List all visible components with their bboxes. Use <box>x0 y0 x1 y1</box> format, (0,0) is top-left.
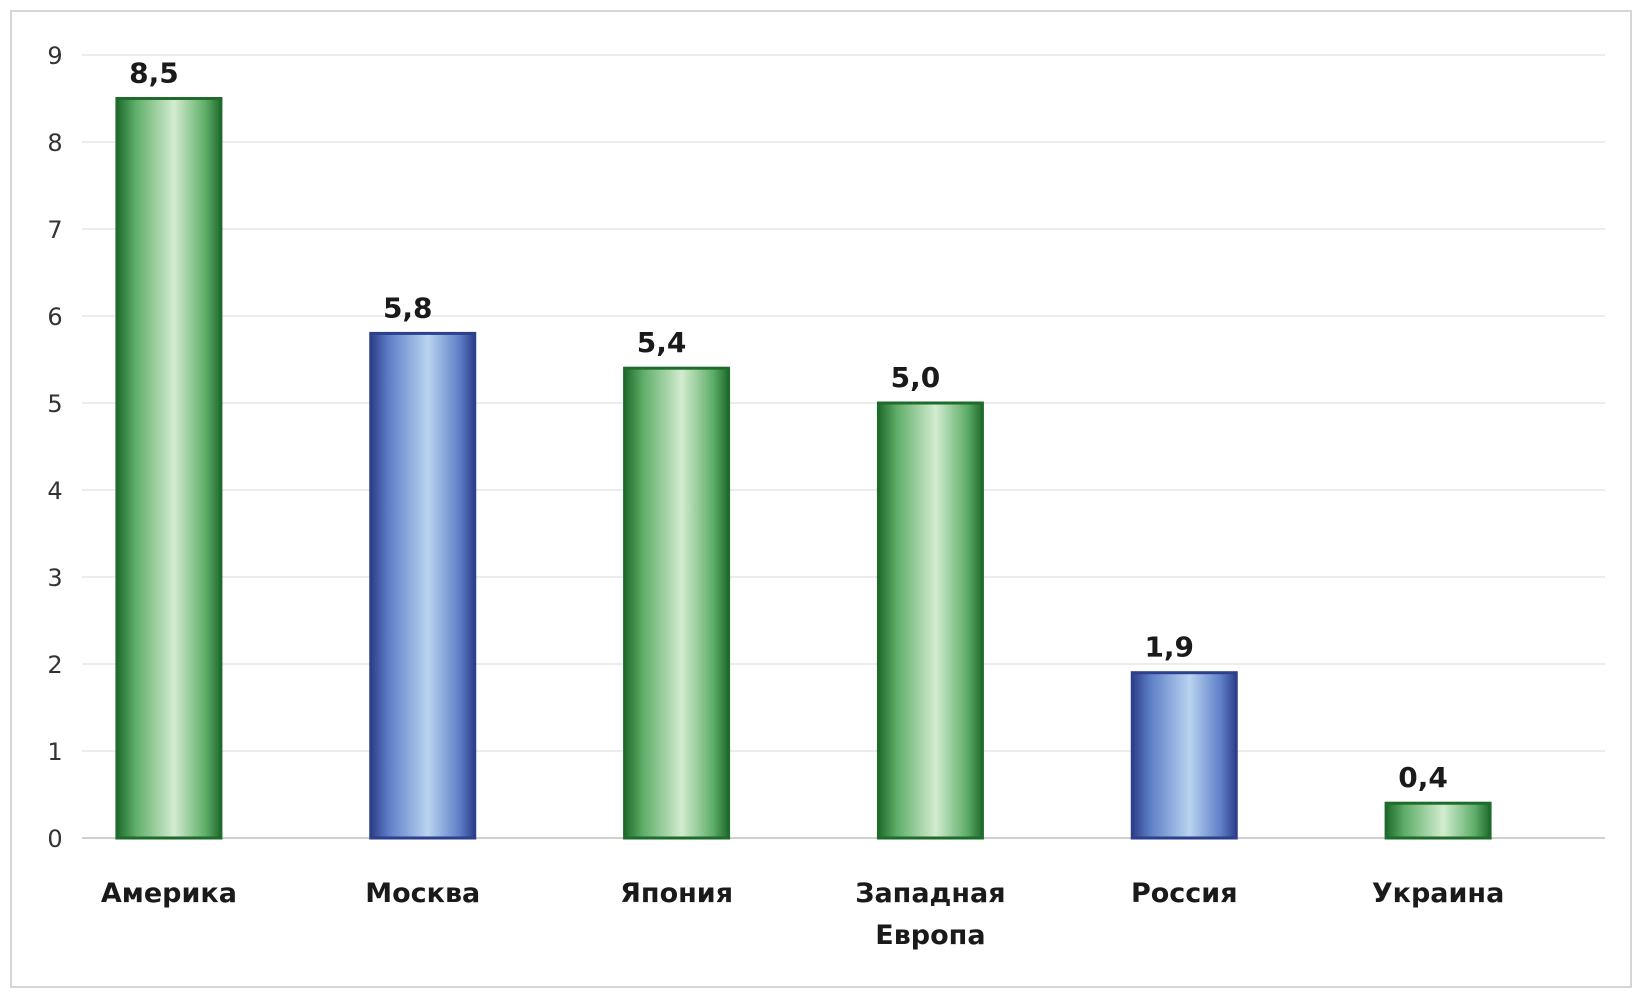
y-tick-label: 8 <box>47 129 62 157</box>
grid-layer: 0 1 2 3 4 5 6 7 8 9 <box>47 42 1605 853</box>
y-tick-label: 9 <box>47 42 62 70</box>
y-tick-label: 2 <box>47 651 62 679</box>
bar-5 <box>1384 801 1492 840</box>
data-label: 8,5 <box>129 57 179 90</box>
x-tick-label: Европа <box>875 920 985 951</box>
x-tick-label: Украина <box>1372 878 1504 909</box>
y-tick-label: 6 <box>47 303 62 331</box>
bar-layer <box>115 97 1492 840</box>
data-label: 5,8 <box>383 291 433 324</box>
x-tick-label: Япония <box>620 878 733 909</box>
label-layer: 8,5 Америка 5,8 Москва 5,4 Япония 5,0 Западная Е… <box>101 57 1504 952</box>
x-tick-label: Москва <box>365 878 480 909</box>
bar-4 <box>1130 671 1238 840</box>
bar-1 <box>369 331 477 840</box>
chart-frame <box>10 10 1632 988</box>
y-tick-label: 1 <box>47 738 62 766</box>
data-label: 1,9 <box>1144 631 1194 664</box>
bar-0 <box>115 97 223 840</box>
y-tick-label: 5 <box>47 390 62 418</box>
bar-2 <box>623 366 731 840</box>
x-tick-label: Америка <box>101 878 237 909</box>
y-tick-label: 7 <box>47 216 62 244</box>
data-label: 5,4 <box>637 326 687 359</box>
bar-3 <box>876 401 984 840</box>
x-tick-label: Западная <box>855 878 1005 909</box>
data-label: 5,0 <box>891 361 941 394</box>
y-tick-label: 0 <box>47 825 62 853</box>
data-label: 0,4 <box>1398 761 1448 794</box>
y-tick-label: 4 <box>47 477 62 505</box>
y-tick-label: 3 <box>47 564 62 592</box>
x-tick-label: Россия <box>1131 878 1238 909</box>
